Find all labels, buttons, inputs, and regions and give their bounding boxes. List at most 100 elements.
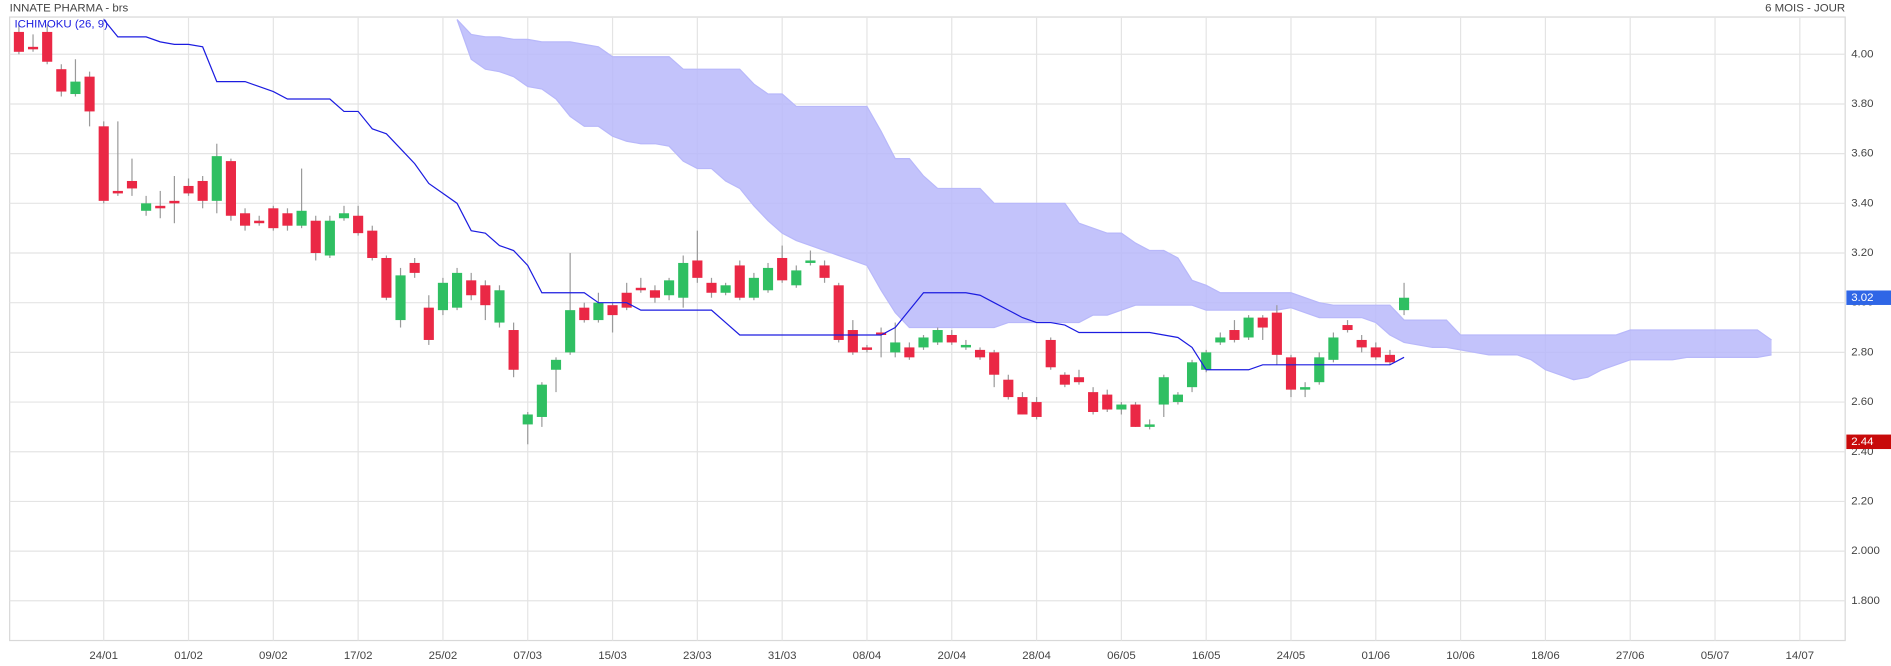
candle-body — [268, 208, 279, 229]
candle-body — [960, 344, 971, 348]
candle-body — [932, 330, 943, 343]
y-tick-label: 2.80 — [1851, 346, 1873, 358]
candle-body — [579, 307, 590, 321]
candle-body — [112, 190, 123, 194]
candle-body — [522, 414, 533, 425]
candle-body — [649, 290, 661, 298]
candle-body — [989, 352, 1000, 375]
price-marker-label: 3.02 — [1851, 292, 1873, 304]
candle-body — [1300, 387, 1311, 390]
candle-body — [84, 76, 95, 112]
candle-body — [1116, 404, 1127, 410]
price-marker — [1846, 290, 1891, 305]
candle-body — [734, 265, 745, 298]
candle-body — [550, 359, 562, 370]
candle-body — [338, 213, 350, 219]
x-tick-label: 27/06 — [1616, 650, 1645, 662]
candle-body — [13, 31, 24, 52]
plot — [13, 19, 1772, 445]
candle-body — [155, 205, 166, 209]
x-tick-label: 17/02 — [344, 650, 373, 662]
candle-body — [437, 282, 449, 311]
x-tick-label: 20/04 — [937, 650, 966, 662]
x-tick-label: 06/05 — [1107, 650, 1136, 662]
candle-body — [1243, 317, 1254, 338]
y-tick-label: 4.00 — [1851, 48, 1873, 60]
candle-body — [664, 280, 675, 296]
candle-body — [692, 260, 703, 278]
y-tick-label: 1.800 — [1851, 595, 1880, 607]
x-tick-label: 18/06 — [1531, 650, 1560, 662]
candle-body — [678, 262, 689, 298]
candle-body — [565, 310, 576, 353]
x-tick-label: 05/07 — [1701, 650, 1730, 662]
candle-body — [762, 267, 774, 291]
candle-body — [211, 156, 222, 201]
x-tick-label: 28/04 — [1022, 650, 1051, 662]
y-tick-label: 3.60 — [1851, 148, 1873, 160]
candle-body — [1271, 312, 1282, 355]
candle-body — [748, 277, 759, 298]
period-label: 6 MOIS - JOUR — [1765, 3, 1845, 15]
candle-body — [1399, 297, 1410, 311]
candle-body — [847, 330, 858, 353]
x-tick-label: 01/02 — [174, 650, 203, 662]
y-tick-label: 3.80 — [1851, 98, 1873, 110]
candle-body — [70, 81, 81, 95]
y-tick-label: 2.20 — [1851, 495, 1873, 507]
x-tick-label: 31/03 — [768, 650, 797, 662]
candle-body — [1158, 377, 1169, 405]
candle-body — [777, 257, 788, 281]
candle-body — [1257, 317, 1268, 328]
candle-body — [42, 31, 53, 62]
candle-body — [466, 280, 477, 296]
candle-body — [720, 285, 731, 293]
candle-body — [183, 185, 194, 194]
axes: 1.8002.0002.202.402.602.803.003.203.403.… — [89, 48, 1891, 662]
cloud-upper — [456, 19, 1772, 341]
price-marker-label: 2.44 — [1851, 436, 1874, 448]
candle-body — [381, 257, 392, 298]
x-tick-label: 24/01 — [89, 650, 118, 662]
candle-body — [98, 126, 109, 201]
y-tick-label: 3.40 — [1851, 197, 1873, 209]
candle-body — [890, 342, 901, 353]
candle-body — [904, 347, 915, 358]
candle-body — [282, 213, 293, 226]
candle-body — [1328, 337, 1339, 360]
candle-body — [367, 230, 378, 258]
candle-body — [324, 220, 335, 256]
candle-body — [1229, 330, 1240, 340]
candle-body — [126, 180, 138, 189]
candle-body — [452, 272, 463, 308]
indicator-label: ICHIMOKU (26, 9) — [14, 18, 108, 30]
x-tick-label: 14/07 — [1786, 650, 1815, 662]
candle-body — [1201, 352, 1212, 370]
x-tick-label: 25/02 — [429, 650, 458, 662]
x-tick-label: 10/06 — [1446, 650, 1475, 662]
candle-body — [296, 210, 307, 226]
candle-body — [861, 347, 873, 350]
x-tick-label: 09/02 — [259, 650, 288, 662]
candle-body — [876, 332, 887, 335]
candle-body — [409, 262, 420, 273]
candle-body — [27, 46, 39, 50]
candle-body — [141, 203, 152, 211]
candle-body — [508, 330, 519, 370]
x-tick-label: 08/04 — [853, 650, 882, 662]
candle-body — [833, 285, 844, 340]
candle-body — [480, 285, 491, 306]
y-tick-label: 3.20 — [1851, 247, 1873, 259]
candle-body — [254, 220, 265, 224]
x-tick-label: 07/03 — [513, 650, 542, 662]
candle-body — [635, 287, 646, 291]
candle-body — [1017, 397, 1028, 415]
candle-body — [1384, 354, 1395, 363]
candle-body — [1342, 325, 1353, 331]
candle-body — [225, 161, 236, 216]
candle-body — [395, 275, 406, 321]
candle-body — [197, 180, 208, 201]
candle-body — [621, 292, 632, 308]
candle-body — [819, 265, 830, 278]
